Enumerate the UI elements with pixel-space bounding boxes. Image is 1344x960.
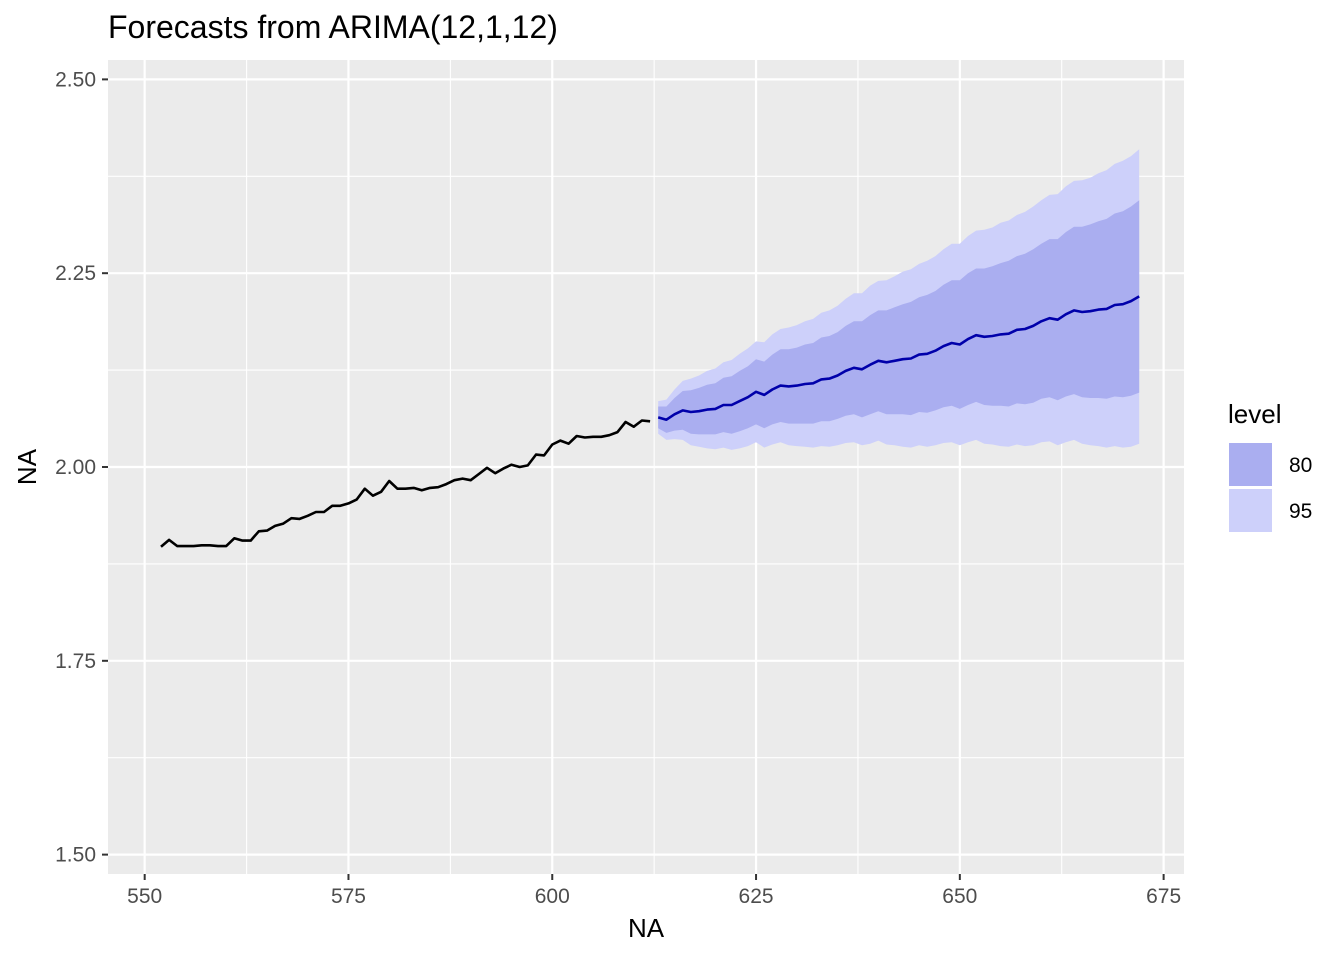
- x-tick-label: 650: [942, 885, 977, 908]
- band-80: [658, 200, 1140, 435]
- y-tick-label: 2.25: [55, 262, 96, 285]
- x-tick-label: 625: [739, 885, 774, 908]
- legend-key-80: [1229, 443, 1272, 486]
- x-tick-label: 675: [1146, 885, 1181, 908]
- y-tick-label: 1.50: [55, 844, 96, 867]
- y-tick-label: 2.00: [55, 456, 96, 479]
- y-tick-label: 2.50: [55, 68, 96, 91]
- legend-label-80: 80: [1289, 454, 1312, 477]
- x-tick-label: 550: [127, 885, 162, 908]
- forecast-bands: [658, 149, 1140, 450]
- y-axis-title: NA: [12, 448, 42, 485]
- chart-title: Forecasts from ARIMA(12,1,12): [108, 9, 558, 45]
- axes: 550 575 600 625 650 675 1.50 1.75 2.00 2.25 2.50: [55, 68, 1181, 908]
- x-axis-title: NA: [628, 913, 665, 943]
- legend-key-95: [1229, 489, 1272, 532]
- series-lines: [160, 295, 1140, 548]
- forecast-mean-line: [657, 295, 1140, 422]
- x-tick-label: 600: [535, 885, 570, 908]
- x-tick-label: 575: [331, 885, 366, 908]
- legend-title: level: [1228, 399, 1281, 429]
- history-line: [160, 419, 651, 548]
- legend: level 80 95: [1228, 399, 1312, 532]
- y-tick-label: 1.75: [55, 650, 96, 673]
- legend-label-95: 95: [1289, 500, 1312, 523]
